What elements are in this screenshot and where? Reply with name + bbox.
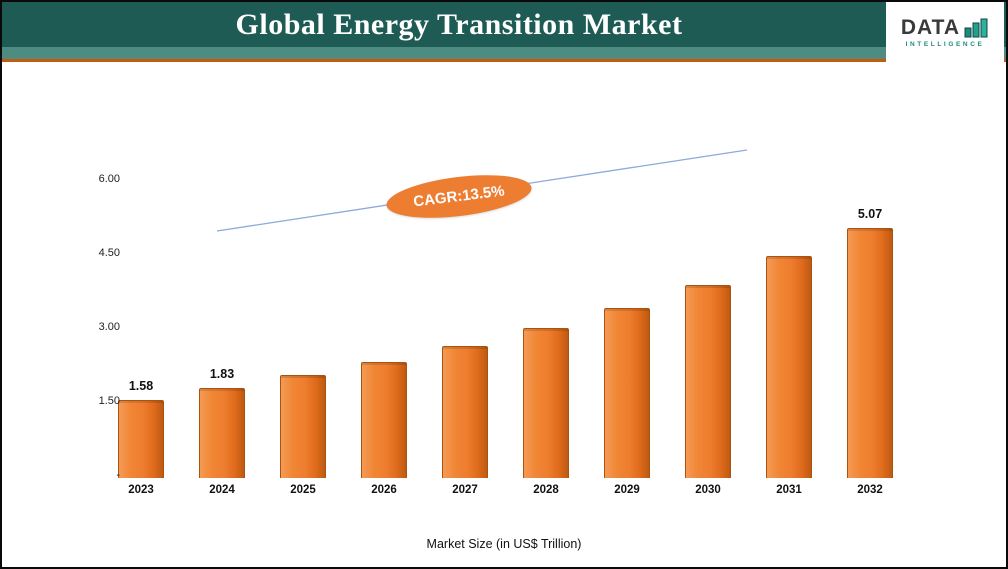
- bar-2024: [199, 388, 245, 478]
- logo-subtext: INTELLIGENCE: [905, 40, 985, 48]
- chart-area: CAGR:13.5% 2023 1.58 2024 1.83 2025 2026 2027 2…: [2, 62, 1006, 567]
- bar-2027: [442, 346, 488, 478]
- y-tick-4.50: 4.50: [98, 247, 120, 260]
- x-tick-2027: 2027: [452, 484, 478, 496]
- y-tick-3.00: 3.00: [98, 321, 120, 334]
- logo-bars-icon: [964, 18, 988, 37]
- x-tick-2028: 2028: [533, 484, 559, 496]
- x-tick-2032: 2032: [857, 484, 883, 496]
- bar-2028: [523, 328, 569, 478]
- plot-area: CAGR:13.5% 2023 1.58 2024 1.83 2025 2026 2027 2…: [2, 62, 1006, 567]
- x-tick-2023: 2023: [128, 484, 154, 496]
- bar-2029: [604, 308, 650, 478]
- x-tick-2031: 2031: [776, 484, 802, 496]
- header: Global Energy Transition Market: [2, 2, 1006, 47]
- logo-row: DATA: [901, 17, 989, 38]
- header-rule: [2, 59, 1006, 62]
- y-tick-6.00: 6.00: [98, 173, 120, 186]
- x-tick-2025: 2025: [290, 484, 316, 496]
- x-tick-2030: 2030: [695, 484, 721, 496]
- bar-2023: [118, 400, 164, 478]
- x-tick-2024: 2024: [209, 484, 235, 496]
- bar-2031: [766, 256, 812, 478]
- y-tick-1.50: 1.50: [98, 395, 120, 408]
- x-axis-title: Market Size (in US$ Trillion): [426, 537, 582, 551]
- logo-text: DATA: [900, 15, 961, 39]
- cagr-badge: CAGR:13.5%: [384, 168, 534, 225]
- bar-2030: [685, 285, 731, 478]
- x-tick-2026: 2026: [371, 484, 397, 496]
- data-label-2023: 1.58: [128, 379, 154, 393]
- header-accent-strip: [2, 47, 1006, 59]
- y-tick--: -: [116, 469, 120, 481]
- data-label-2032: 5.07: [857, 207, 883, 221]
- datam-logo: DATA INTELLIGENCE: [886, 2, 1004, 62]
- page-title: Global Energy Transition Market: [235, 7, 683, 41]
- bar-2032: [847, 228, 893, 478]
- bar-2026: [361, 362, 407, 478]
- bar-2025: [280, 375, 326, 478]
- x-tick-2029: 2029: [614, 484, 640, 496]
- data-label-2024: 1.83: [209, 367, 235, 381]
